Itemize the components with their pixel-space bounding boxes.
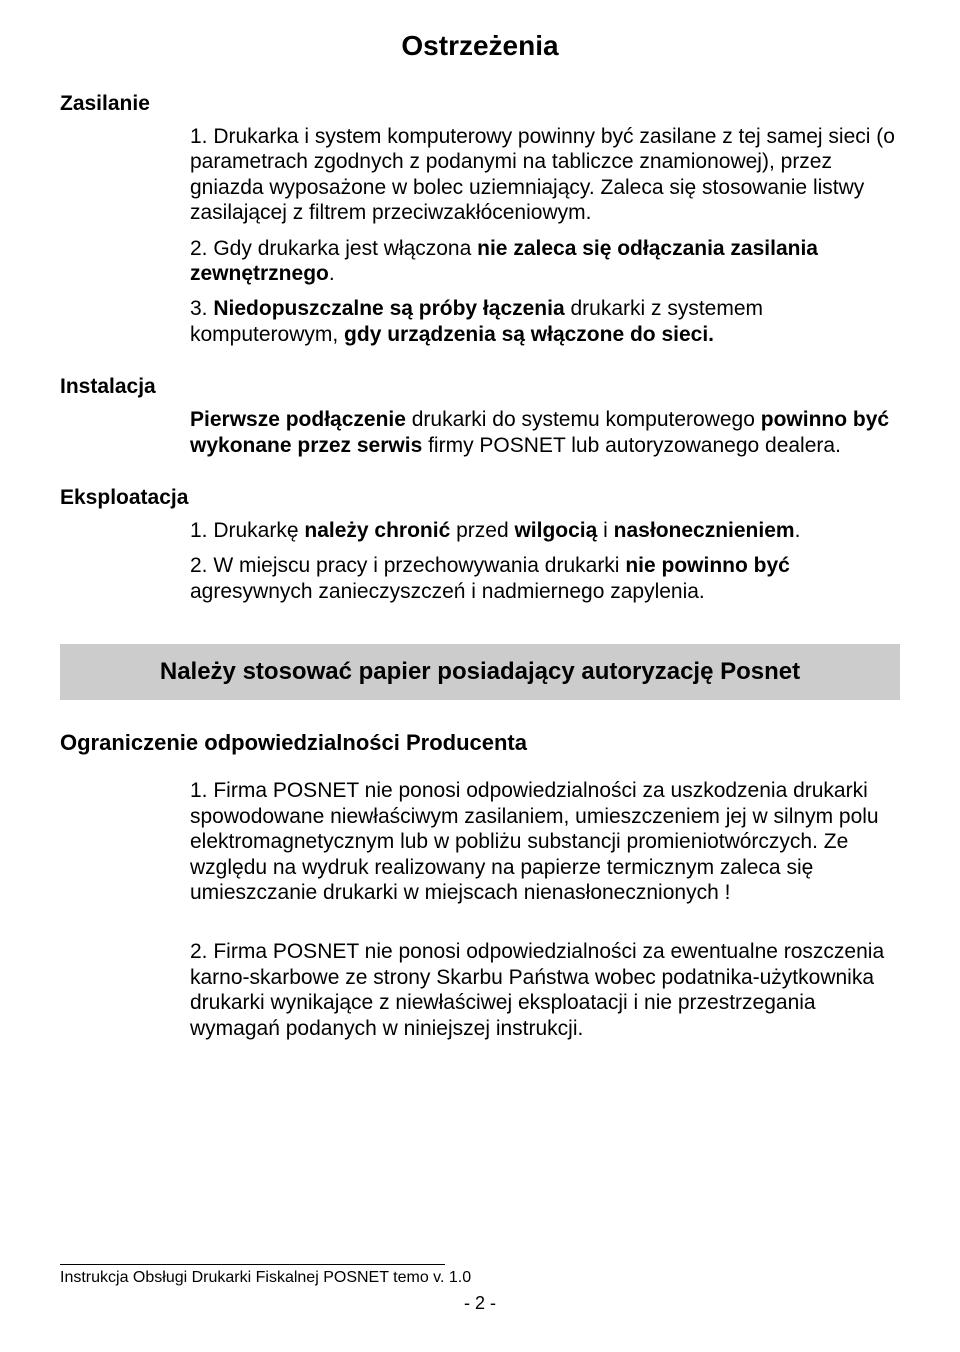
limitation-p1: 1. Firma POSNET nie ponosi odpowiedzialn… xyxy=(190,778,900,905)
section-instalacja-body: Pierwsze podłączenie drukarki do systemu… xyxy=(190,407,900,458)
zasilanie-p2: 2. Gdy drukarka jest włączona nie zaleca… xyxy=(190,236,900,287)
section-eksploatacja-label: Eksploatacja xyxy=(60,486,900,510)
footer-text: Instrukcja Obsługi Drukarki Fiskalnej PO… xyxy=(60,1269,900,1287)
text-bold: wilgocią xyxy=(514,519,597,542)
text: . xyxy=(329,262,335,285)
instalacja-p1: Pierwsze podłączenie drukarki do systemu… xyxy=(190,407,900,458)
text-bold: nie powinno być xyxy=(625,554,790,577)
text: przed xyxy=(450,519,514,542)
zasilanie-p3: 3. Niedopuszczalne są próby łączenia dru… xyxy=(190,296,900,347)
zasilanie-p1: 1. Drukarka i system komputerowy powinny… xyxy=(190,124,900,226)
limitation-heading: Ograniczenie odpowiedzialności Producent… xyxy=(60,730,900,756)
text: firmy POSNET lub autoryzowanego dealera. xyxy=(422,434,841,457)
limitation-body: 1. Firma POSNET nie ponosi odpowiedzialn… xyxy=(190,778,900,1041)
text: 2. W miejscu pracy i przechowywania druk… xyxy=(190,554,625,577)
limitation-p2: 2. Firma POSNET nie ponosi odpowiedzialn… xyxy=(190,939,900,1041)
page-title: Ostrzeżenia xyxy=(60,30,900,62)
eksploatacja-p1: 1. Drukarkę należy chronić przed wilgoci… xyxy=(190,518,900,543)
text: i xyxy=(597,519,613,542)
page-footer: Instrukcja Obsługi Drukarki Fiskalnej PO… xyxy=(60,1264,900,1332)
text: agresywnych zanieczyszczeń i nadmiernego… xyxy=(190,580,705,603)
text-bold: Niedopuszczalne są próby łączenia xyxy=(213,297,564,320)
text-bold: gdy urządzenia są włączone do sieci. xyxy=(344,323,714,346)
footer-separator xyxy=(60,1264,445,1265)
section-eksploatacja-body: 1. Drukarkę należy chronić przed wilgoci… xyxy=(190,518,900,604)
text-bold: nasłonecznieniem xyxy=(614,519,795,542)
page-number: - 2 - xyxy=(60,1293,900,1314)
text: drukarki do systemu komputerowego xyxy=(406,408,761,431)
section-instalacja-label: Instalacja xyxy=(60,375,900,399)
section-zasilanie-body: 1. Drukarka i system komputerowy powinny… xyxy=(190,124,900,347)
text: 1. Drukarkę xyxy=(190,519,304,542)
text: 2. Gdy drukarka jest włączona xyxy=(190,237,477,260)
text-bold: należy chronić xyxy=(304,519,450,542)
paper-banner: Należy stosować papier posiadający autor… xyxy=(60,644,900,700)
text: . xyxy=(795,519,801,542)
eksploatacja-p2: 2. W miejscu pracy i przechowywania druk… xyxy=(190,553,900,604)
section-zasilanie-label: Zasilanie xyxy=(60,92,900,116)
page: Ostrzeżenia Zasilanie 1. Drukarka i syst… xyxy=(0,0,960,1352)
text: 3. xyxy=(190,297,213,320)
text-bold: Pierwsze podłączenie xyxy=(190,408,406,431)
